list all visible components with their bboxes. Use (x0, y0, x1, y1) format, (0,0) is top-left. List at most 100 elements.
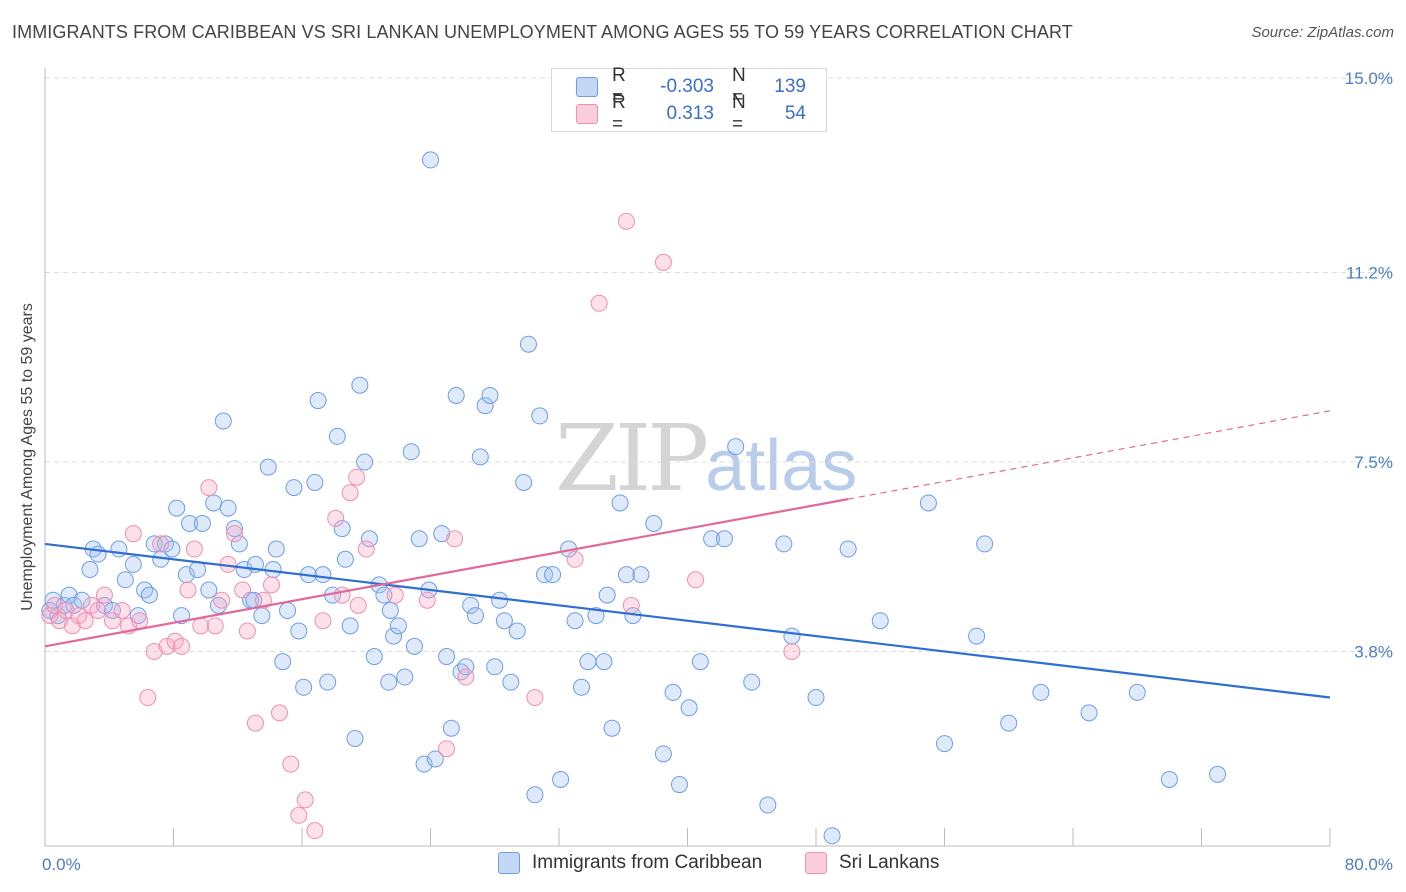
caribbean-point-30 (209, 596, 227, 614)
caribbean-point-136 (598, 586, 616, 604)
caribbean-point-27 (193, 514, 211, 532)
legend-row-srilankan: R = 0.313 N = 54 (576, 92, 806, 135)
srilankan-point-45 (386, 586, 404, 604)
caribbean-point-11 (103, 601, 121, 619)
caribbean-point-7 (81, 561, 99, 579)
srilankan-point-2 (50, 612, 68, 630)
caribbean-point-83 (476, 397, 494, 415)
srilankan-point-25 (206, 617, 224, 635)
legend-r-label: R = (612, 92, 626, 135)
series-legend-caribbean[interactable]: Immigrants from Caribbean (498, 852, 762, 874)
srilankan-point-55 (783, 642, 801, 660)
correlation-legend: R = -0.303 N = 139 R = 0.313 N = 54 (551, 65, 827, 135)
caribbean-point-112 (680, 699, 698, 717)
caribbean-point-51 (319, 673, 337, 691)
srilankan-point-33 (262, 576, 280, 594)
caribbean-point-127 (1000, 714, 1018, 732)
srilankan-point-6 (76, 612, 94, 630)
caribbean-point-95 (544, 566, 562, 584)
legend-n-label: N = (732, 65, 746, 108)
axes (44, 68, 1331, 847)
legend-row-caribbean: R = -0.303 N = 139 (576, 65, 806, 108)
caribbean-point-69 (405, 637, 423, 655)
caribbean-point-59 (356, 453, 374, 471)
caribbean-point-31 (214, 412, 232, 430)
caribbean-point-39 (259, 458, 277, 476)
caribbean-point-22 (168, 499, 186, 517)
caribbean-point-109 (654, 745, 672, 763)
srilankan-point-18 (158, 637, 176, 655)
caribbean-point-29 (205, 494, 223, 512)
legend-n-value: 139 (774, 76, 806, 97)
y-tick-label-1: 7.5% (1354, 453, 1393, 472)
srilankan-point-4 (63, 617, 81, 635)
caribbean-point-14 (124, 555, 142, 573)
caribbean-point-86 (491, 591, 509, 609)
srilankan-point-29 (234, 581, 252, 599)
y-tick-label-2: 11.2% (1346, 264, 1393, 283)
legend-r-value: -0.303 (660, 76, 714, 97)
series-name-srilankan: Sri Lankans (839, 852, 940, 873)
srilankan-point-34 (271, 704, 289, 722)
caribbean-point-133 (422, 151, 439, 169)
caribbean-point-103 (603, 719, 621, 737)
caribbean-point-53 (328, 427, 346, 445)
caribbean-point-38 (253, 607, 271, 625)
caribbean-point-124 (919, 494, 937, 512)
series-name-caribbean: Immigrants from Caribbean (532, 852, 763, 873)
caribbean-point-78 (452, 663, 470, 681)
srilankan-point-51 (590, 294, 608, 312)
caribbean-point-132 (1209, 765, 1227, 783)
watermark-zip: ZIP (555, 405, 709, 512)
legend-r-value: 0.313 (666, 103, 714, 124)
caribbean-point-111 (670, 776, 688, 794)
caribbean-point-126 (968, 627, 986, 645)
caribbean-point-107 (632, 566, 650, 584)
caribbean-point-25 (181, 514, 199, 532)
caribbean-point-57 (346, 729, 364, 747)
caribbean-point-70 (410, 530, 428, 548)
srilankan-point-53 (654, 253, 672, 271)
caribbean-point-102 (595, 653, 613, 671)
caribbean-point-75 (438, 648, 456, 666)
watermark: ZIPatlas (555, 405, 857, 512)
caribbean-point-56 (341, 617, 359, 635)
srilankan-point-36 (290, 806, 308, 824)
srilankan-point-31 (246, 714, 264, 732)
caribbean-point-67 (396, 668, 414, 686)
caribbean-point-12 (110, 540, 128, 558)
srilankan-point-26 (213, 591, 231, 609)
srilankan-point-17 (152, 535, 170, 553)
srilankan-point-9 (95, 586, 113, 604)
srilankan-point-37 (296, 791, 314, 809)
tick-labels: 3.8% 7.5% 11.2% 15.0% 0.0% 80.0% (42, 69, 1393, 874)
srilankan-point-40 (327, 509, 345, 527)
caribbean-point-45 (290, 622, 308, 640)
caribbean-point-64 (380, 673, 398, 691)
caribbean-point-16 (136, 581, 154, 599)
srilankan-point-52 (617, 212, 635, 230)
caribbean-point-21 (163, 540, 181, 558)
caribbean-point-123 (871, 612, 889, 630)
srilankan-point-1 (46, 596, 64, 614)
srilankan-point-24 (200, 479, 218, 497)
caribbean-point-85 (486, 658, 504, 676)
srilankan-point-50 (566, 550, 584, 568)
caribbean-point-79 (457, 658, 475, 676)
caribbean-point-104 (611, 494, 629, 512)
srilankan-point-28 (226, 525, 244, 543)
srilankan-point-35 (282, 755, 300, 773)
caribbean-point-55 (336, 550, 354, 568)
srilankan-point-38 (306, 822, 324, 840)
series-legend-srilankan[interactable]: Sri Lankans (805, 852, 939, 874)
caribbean-point-34 (230, 535, 248, 553)
caribbean-point-119 (783, 627, 801, 645)
caribbean-point-113 (691, 653, 709, 671)
caribbean-point-137 (381, 601, 399, 619)
series-swatch-caribbean (498, 852, 520, 874)
caribbean-point-17 (140, 586, 158, 604)
caribbean-point-120 (807, 689, 825, 707)
caribbean-point-71 (415, 755, 433, 773)
caribbean-point-49 (309, 392, 327, 410)
caribbean-point-110 (664, 683, 682, 701)
